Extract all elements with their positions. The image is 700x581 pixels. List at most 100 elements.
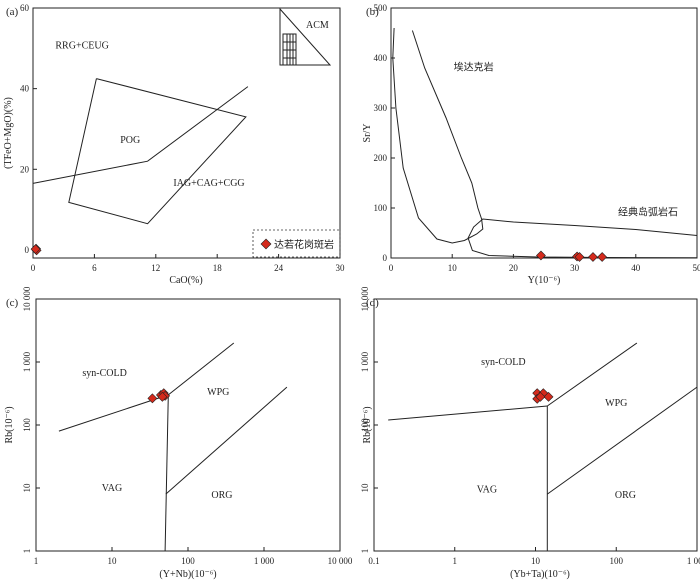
field-label: WPG	[207, 387, 229, 398]
x-tick-label: 10 000	[328, 556, 353, 566]
x-tick-label: 18	[213, 263, 223, 273]
y-tick-label: 1	[22, 549, 32, 554]
panel-b-frame	[390, 7, 698, 259]
legend-label: 达若花岗斑岩	[274, 238, 334, 251]
panel-a-legend: 达若花岗斑岩	[252, 229, 341, 258]
y-tick-label: 400	[374, 53, 388, 63]
field-label: syn-COLD	[82, 368, 126, 379]
panel-a-boundaries	[32, 78, 249, 225]
x-tick-label: 12	[151, 263, 160, 273]
field-label: 埃达克岩	[454, 61, 494, 74]
data-point	[147, 393, 158, 404]
field-label: ORG	[615, 490, 636, 501]
x-tick-label: 20	[509, 263, 519, 273]
data-point	[543, 391, 554, 402]
panel-b-ylabel: Sr/Y	[362, 124, 373, 143]
field-label: 经典岛弧岩石	[618, 206, 678, 219]
x-tick-label: 10	[108, 556, 118, 566]
x-tick-label: 1 000	[254, 556, 275, 566]
field-boundary	[388, 405, 548, 421]
panel-a-ylabel: (TFeO+MgO)(%)	[3, 97, 14, 169]
field-boundary	[32, 86, 249, 184]
y-tick-label: 100	[360, 418, 370, 432]
y-tick-label: 1 000	[22, 351, 32, 372]
x-tick-label: 0	[389, 263, 394, 273]
y-tick-label: 1	[360, 549, 370, 554]
y-tick-label: 40	[20, 84, 30, 94]
data-point	[157, 391, 168, 402]
y-tick-label: 60	[20, 3, 30, 13]
x-tick-label: 0	[31, 263, 36, 273]
panel-c: (c) 1 10 100 1 000 10 000 1 10 100 1 000 10 000 s…	[4, 286, 353, 580]
x-tick-label: 30	[336, 263, 346, 273]
y-tick-label: 0	[25, 245, 30, 255]
panel-a-field-labels: RRG+CEUG POG IAG+CAG+CGG	[55, 40, 244, 189]
panel-a-points	[30, 243, 42, 256]
panel-b-label: (b)	[366, 6, 379, 18]
panel-d-axis-ticks: 0.1 1 10 100 1 000 1 10 100 1 000 10 000	[360, 286, 700, 566]
field-label: WPG	[605, 398, 627, 409]
field-label: ORG	[211, 490, 232, 501]
data-point	[588, 252, 598, 262]
y-tick-label: 200	[374, 153, 388, 163]
y-tick-label: 10 000	[360, 286, 370, 311]
panel-d: (d) 0.1 1 10 100 1 000 1 10 100 1 000 10 000 syn-…	[360, 286, 700, 580]
panel-b-boundaries	[392, 27, 698, 259]
panel-a-frame	[32, 7, 341, 259]
field-label: VAG	[102, 483, 122, 494]
panel-d-field-labels: syn-COLD WPG VAG ORG	[477, 357, 636, 501]
panel-c-points	[147, 388, 171, 404]
y-tick-label: 0	[383, 253, 388, 263]
panel-c-label: (c)	[6, 297, 19, 309]
x-tick-label: 6	[92, 263, 97, 273]
field-boundary	[164, 394, 169, 552]
panel-a-axis-ticks: 0 6 12 18 24 30 0 20 40 60	[20, 3, 345, 273]
data-point	[536, 250, 546, 261]
panel-c-field-labels: syn-COLD WPG VAG ORG	[82, 368, 232, 501]
x-tick-label: 30	[570, 263, 580, 273]
panel-d-points	[532, 388, 554, 404]
field-label: syn-COLD	[481, 357, 525, 368]
y-tick-label: 10	[22, 483, 32, 493]
y-tick-label: 20	[20, 164, 30, 174]
acm-inset-triangle	[279, 7, 332, 66]
panel-c-ylabel: Rb(10⁻⁶)	[4, 406, 15, 443]
field-boundary	[68, 78, 247, 225]
y-tick-label: 10 000	[22, 286, 32, 311]
field-boundary	[167, 342, 235, 396]
field-label: IAG+CAG+CGG	[173, 178, 244, 189]
y-tick-label: 500	[374, 3, 388, 13]
panel-d-boundaries	[388, 342, 698, 551]
field-label: VAG	[477, 484, 497, 495]
x-tick-label: 1 000	[687, 556, 700, 566]
y-tick-label: 100	[22, 418, 32, 432]
y-tick-label: 1 000	[360, 351, 370, 372]
legend-marker	[260, 238, 272, 250]
x-tick-label: 24	[274, 263, 284, 273]
field-label: POG	[120, 135, 140, 146]
x-tick-label: 0.1	[368, 556, 379, 566]
panel-b-points	[536, 250, 608, 262]
x-tick-label: 100	[181, 556, 195, 566]
panel-c-frame	[35, 298, 341, 552]
field-boundary	[467, 218, 698, 259]
panel-d-frame	[373, 298, 698, 552]
y-tick-label: 10	[360, 483, 370, 493]
data-point	[574, 252, 585, 262]
panel-b-xlabel: Y(10⁻⁶)	[528, 275, 561, 286]
data-point	[597, 252, 608, 262]
data-point	[535, 391, 546, 402]
panel-a-label: (a)	[6, 6, 19, 18]
x-tick-label: 50	[693, 263, 700, 273]
x-tick-label: 40	[631, 263, 641, 273]
x-tick-label: 100	[610, 556, 624, 566]
field-boundary	[547, 342, 638, 407]
acm-inset-hatch	[282, 33, 297, 66]
acm-label: ACM	[306, 20, 329, 31]
acm-inset: ACM	[279, 7, 332, 66]
panel-c-axis-ticks: 1 10 100 1 000 10 000 1 10 100 1 000 10 000	[22, 286, 353, 566]
x-tick-label: 10	[531, 556, 541, 566]
